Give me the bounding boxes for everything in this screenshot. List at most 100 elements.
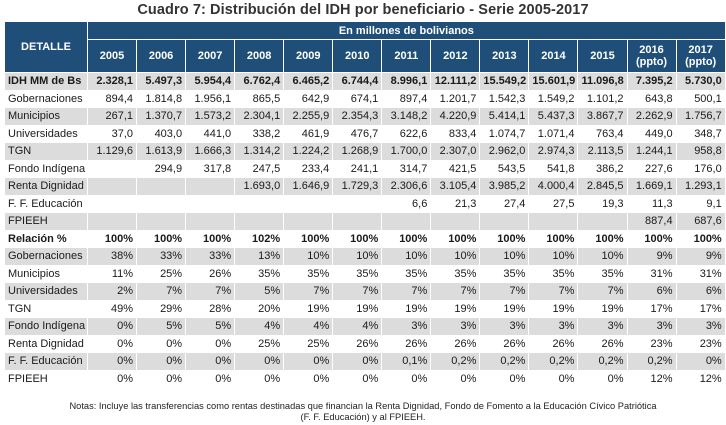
row-label: Municipios xyxy=(4,107,88,126)
table-cell: 8.996,1 xyxy=(381,72,432,91)
table-cell: 25% xyxy=(234,334,285,353)
table-cell: 7% xyxy=(136,282,187,301)
table-cell: 0% xyxy=(528,369,579,388)
table-cell: 763,4 xyxy=(577,124,628,143)
table-cell: 4.220,9 xyxy=(430,107,481,126)
table-cell: 449,0 xyxy=(626,124,677,143)
table-row: TGN 49% 29% 28% 20% 19% 19% 19% 19% 19% 19% 19% 17% 1… xyxy=(4,299,726,318)
table-cell: 2% xyxy=(86,282,138,301)
table-cell xyxy=(185,177,236,196)
table-cell: 7% xyxy=(528,282,579,301)
table-cell: 887,4 xyxy=(626,212,677,231)
table-cell: 35% xyxy=(528,264,579,283)
table-cell: 26% xyxy=(332,334,383,353)
row-label: TGN xyxy=(4,142,88,161)
table-cell: 20% xyxy=(234,299,285,318)
table-cell: 1.814,8 xyxy=(136,89,187,108)
table-cell: 35% xyxy=(381,264,432,283)
table-cell: 12% xyxy=(675,369,726,388)
table-cell: 0,2% xyxy=(626,352,677,371)
year-note: (ppto) xyxy=(635,56,668,68)
table-cell: 12.111,2 xyxy=(430,72,481,91)
table-cell: 314,7 xyxy=(381,159,432,178)
row-label: F. F. Educación xyxy=(4,352,88,371)
table-cell: 6.465,2 xyxy=(283,72,334,91)
table-row: Fondo Indígena 294,9 317,8 247,5 233,4 241,1 3… xyxy=(4,159,726,178)
table-cell: 3.105,4 xyxy=(430,177,481,196)
year-header: 2008 xyxy=(234,39,285,73)
table-cell: 9,1 xyxy=(675,194,726,213)
table-cell: 5.730,0 xyxy=(675,72,726,91)
table-cell: 317,8 xyxy=(185,159,236,178)
year-header: 2005 xyxy=(86,39,138,73)
year-header: 2013 xyxy=(479,39,530,73)
row-label: Renta Dignidad xyxy=(4,177,88,196)
table-cell: 227,6 xyxy=(626,159,677,178)
table-cell: 643,8 xyxy=(626,89,677,108)
table-cell: 35% xyxy=(577,264,628,283)
table-cell: 19% xyxy=(430,299,481,318)
table-cell: 31% xyxy=(626,264,677,283)
table-cell: 31% xyxy=(675,264,726,283)
table-cell: 19% xyxy=(479,299,530,318)
row-label: Fondo Indígena xyxy=(4,317,88,336)
row-label: Gobernaciones xyxy=(4,247,88,266)
table-cell: 241,1 xyxy=(332,159,383,178)
table-cell: 1.224,2 xyxy=(283,142,334,161)
table-cell: 21,3 xyxy=(430,194,481,213)
table-cell: 100% xyxy=(381,229,432,248)
table-cell: 1.129,6 xyxy=(86,142,138,161)
table-cell: 17% xyxy=(675,299,726,318)
table-cell: 10% xyxy=(332,247,383,266)
table-row: F. F. Educación 6,6 21,3 27,4 27,5 19,3 11,3 9,… xyxy=(4,194,726,213)
row-label: Relación % xyxy=(4,229,88,248)
table-cell: 0,2% xyxy=(528,352,579,371)
table-cell: 0% xyxy=(136,334,187,353)
table-row: Gobernaciones 894,4 1.814,8 1.956,1 865,5 642… xyxy=(4,89,726,108)
table-cell: 421,5 xyxy=(430,159,481,178)
table-cell: 897,4 xyxy=(381,89,432,108)
table-cell: 10% xyxy=(381,247,432,266)
table-cell: 0% xyxy=(185,334,236,353)
year-header: 2012 xyxy=(430,39,481,73)
table-cell: 11% xyxy=(86,264,138,283)
table-cell: 26% xyxy=(430,334,481,353)
table-cell: 0% xyxy=(332,352,383,371)
table-cell xyxy=(528,212,579,231)
table-cell xyxy=(430,212,481,231)
table-cell: 3.867,7 xyxy=(577,107,628,126)
table-cell: 176,0 xyxy=(675,159,726,178)
table-cell: 100% xyxy=(136,229,187,248)
table-cell: 15.601,9 xyxy=(528,72,579,91)
table-cell: 35% xyxy=(234,264,285,283)
table-cell: 100% xyxy=(479,229,530,248)
table-cell: 687,6 xyxy=(675,212,726,231)
table-cell xyxy=(136,177,187,196)
table-cell: 2.113,5 xyxy=(577,142,628,161)
table-cell: 1.729,3 xyxy=(332,177,383,196)
row-label: Municipios xyxy=(4,264,88,283)
table-cell: 19% xyxy=(381,299,432,318)
table-cell xyxy=(86,194,138,213)
table-cell: 5% xyxy=(234,282,285,301)
row-label: F. F. Educación xyxy=(4,194,88,213)
table-cell: 0% xyxy=(86,352,138,371)
table-cell: 19,3 xyxy=(577,194,628,213)
table-cell: 1.646,9 xyxy=(283,177,334,196)
table-cell: 0,2% xyxy=(577,352,628,371)
table-cell: 33% xyxy=(185,247,236,266)
table-cell: 26% xyxy=(185,264,236,283)
table-cell: 0% xyxy=(86,369,138,388)
table-cell: 19% xyxy=(332,299,383,318)
table-cell: 7.395,2 xyxy=(626,72,677,91)
table-cell: 403,0 xyxy=(136,124,187,143)
table-cell: 2.328,1 xyxy=(86,72,138,91)
table-cell: 0% xyxy=(185,369,236,388)
table-cell: 476,7 xyxy=(332,124,383,143)
table-row: Universidades 2% 7% 7% 5% 7% 7% 7% 7% 7% 7% 7% 6% 6% xyxy=(4,282,726,301)
row-label: Universidades xyxy=(4,282,88,301)
table-cell: 1.549,2 xyxy=(528,89,579,108)
table-cell xyxy=(86,177,138,196)
table-cell: 2.354,3 xyxy=(332,107,383,126)
table-cell xyxy=(234,212,285,231)
